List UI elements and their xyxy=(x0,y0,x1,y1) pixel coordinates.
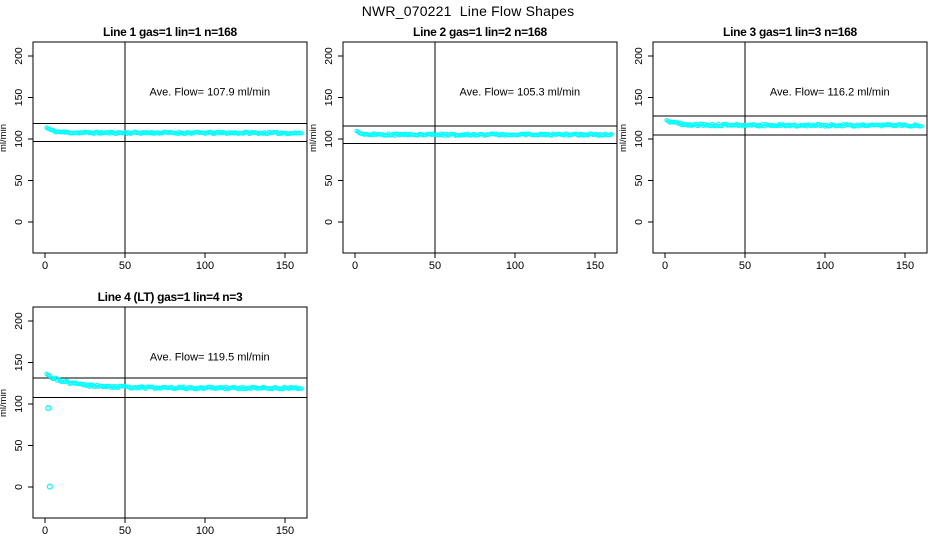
panel-title-line-3: Line 3 gas=1 lin=3 n=168 xyxy=(723,25,857,39)
x-tick-label: 50 xyxy=(119,525,131,537)
x-tick-label: 50 xyxy=(739,260,751,272)
panel-title-line-4: Line 4 (LT) gas=1 lin=4 n=3 xyxy=(97,290,243,304)
y-tick-label: 150 xyxy=(13,354,25,372)
y-tick-label: 100 xyxy=(633,130,645,148)
panel-annotation: Ave. Flow= 105.3 ml/min xyxy=(460,86,581,98)
panel-line-1: 0 50 100 150 200 0 50 100 150 ml/min Ave. Flow= 10… xyxy=(0,41,308,272)
flow-points xyxy=(44,371,304,490)
x-tick-label: 150 xyxy=(276,525,294,537)
panel-line-3: 0 50 100 150 200 0 50 100 150 ml/min Ave. Flow= 11… xyxy=(618,41,928,272)
x-tick-label: 150 xyxy=(586,260,604,272)
figure-title: NWR_070221 Line Flow Shapes xyxy=(361,3,575,19)
y-tick-label: 50 xyxy=(13,175,25,187)
y-tick-label: 150 xyxy=(13,89,25,107)
panel-title-line-2: Line 2 gas=1 lin=2 n=168 xyxy=(413,25,547,39)
flow-points xyxy=(44,125,304,137)
y-axis-label: ml/min xyxy=(0,124,9,152)
plot-box xyxy=(32,306,308,519)
y-tick-label: 50 xyxy=(323,175,335,187)
outlier-point xyxy=(46,483,53,490)
y-tick-label: 200 xyxy=(13,312,25,330)
y-axis-label: ml/min xyxy=(0,389,9,417)
y-tick-label: 200 xyxy=(633,47,645,65)
y-tick-label: 50 xyxy=(13,440,25,452)
plot-box xyxy=(652,41,928,254)
x-tick-label: 100 xyxy=(816,260,834,272)
x-tick-label: 100 xyxy=(196,260,214,272)
plot-box xyxy=(342,41,618,254)
y-tick-label: 200 xyxy=(323,47,335,65)
panel-line-4: 0 50 100 150 200 0 50 100 150 ml/min Ave. Flow= 11… xyxy=(0,306,308,537)
flow-points xyxy=(354,128,614,138)
x-tick-label: 0 xyxy=(662,260,668,272)
x-tick-label: 150 xyxy=(896,260,914,272)
y-tick-label: 150 xyxy=(633,89,645,107)
y-tick-label: 0 xyxy=(633,219,645,225)
plot-box xyxy=(32,41,308,254)
panel-annotation: Ave. Flow= 119.5 ml/min xyxy=(150,351,270,363)
panel-annotation: Ave. Flow= 107.9 ml/min xyxy=(150,86,271,98)
y-tick-label: 100 xyxy=(13,395,25,413)
x-tick-label: 150 xyxy=(276,260,294,272)
y-tick-label: 0 xyxy=(13,484,25,490)
x-tick-label: 0 xyxy=(42,525,48,537)
panel-annotation: Ave. Flow= 116.2 ml/min xyxy=(770,86,890,98)
x-tick-label: 0 xyxy=(352,260,358,272)
y-tick-label: 100 xyxy=(13,130,25,148)
y-tick-label: 150 xyxy=(323,89,335,107)
y-tick-label: 200 xyxy=(13,47,25,65)
y-axis-label: ml/min xyxy=(308,124,319,152)
x-tick-label: 0 xyxy=(42,260,48,272)
y-tick-label: 50 xyxy=(633,175,645,187)
y-tick-label: 0 xyxy=(323,219,335,225)
panel-title-line-1: Line 1 gas=1 lin=1 n=168 xyxy=(103,25,237,39)
flow-points xyxy=(664,117,924,129)
x-tick-label: 100 xyxy=(196,525,214,537)
y-tick-label: 0 xyxy=(13,219,25,225)
outlier-point xyxy=(45,405,52,412)
y-axis-label: ml/min xyxy=(618,124,629,152)
x-tick-label: 50 xyxy=(119,260,131,272)
panel-line-2: 0 50 100 150 200 0 50 100 150 ml/min Ave. Flow= 10… xyxy=(308,41,618,272)
x-tick-label: 50 xyxy=(429,260,441,272)
y-tick-label: 100 xyxy=(323,130,335,148)
x-tick-label: 100 xyxy=(506,260,524,272)
